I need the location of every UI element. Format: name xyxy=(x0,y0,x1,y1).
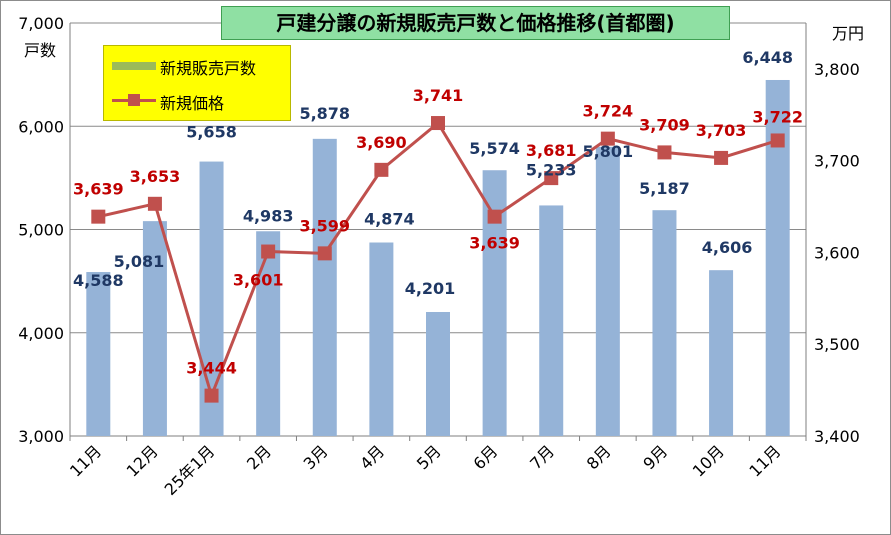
x-tick-label-9: 8月 xyxy=(583,441,615,473)
legend: 新規販売戸数 新規価格 xyxy=(103,45,291,121)
y-left-tick-label-2: 5,000 xyxy=(18,221,64,240)
bar-data-label-6: 4,201 xyxy=(405,279,456,298)
y-left-tick-label-0: 3,000 xyxy=(18,427,64,446)
bar-data-label-2: 5,658 xyxy=(186,123,237,142)
x-tick-label-1: 12月 xyxy=(123,441,162,480)
price-marker-11 xyxy=(714,150,729,165)
x-tick-label-2: 25年1月 xyxy=(161,441,219,499)
x-tick-label-4: 3月 xyxy=(300,441,332,473)
bar-4 xyxy=(312,138,337,436)
line-data-label-3: 3,601 xyxy=(233,271,284,290)
bar-data-label-1: 5,081 xyxy=(114,252,165,271)
line-data-label-12: 3,722 xyxy=(752,107,803,126)
x-tick-label-8: 7月 xyxy=(526,441,558,473)
x-tick-label-11: 10月 xyxy=(689,441,728,480)
legend-line-marker xyxy=(128,94,140,106)
bar-data-label-9: 5,801 xyxy=(583,142,634,161)
price-marker-6 xyxy=(431,116,445,131)
price-marker-5 xyxy=(374,162,389,177)
bar-data-label-8: 5,233 xyxy=(526,160,577,179)
line-data-label-0: 3,639 xyxy=(73,180,124,199)
line-data-label-9: 3,724 xyxy=(583,102,634,121)
bar-data-label-10: 5,187 xyxy=(639,179,690,198)
price-marker-1 xyxy=(147,196,162,211)
y-right-unit-label: 万円 xyxy=(832,24,864,43)
legend-label-line: 新規価格 xyxy=(160,94,225,113)
y-right-tick-label-1: 3,500 xyxy=(814,335,860,354)
bar-8 xyxy=(539,205,564,436)
bar-data-label-12: 6,448 xyxy=(742,48,793,67)
bar-9 xyxy=(595,146,620,436)
y-left-unit-label: 戸数 xyxy=(24,41,56,60)
bar-3 xyxy=(256,231,281,436)
y-left-tick-label-3: 6,000 xyxy=(18,117,64,136)
y-left-tick-label-1: 4,000 xyxy=(18,324,64,343)
price-marker-3 xyxy=(261,244,276,259)
line-data-label-2: 3,444 xyxy=(186,359,237,378)
line-data-label-11: 3,703 xyxy=(696,121,747,140)
legend-label-bars: 新規販売戸数 xyxy=(160,59,257,78)
y-right-tick-label-0: 3,400 xyxy=(814,427,860,446)
y-left-tick-label-4: 7,000 xyxy=(18,14,64,33)
bar-data-label-3: 4,983 xyxy=(243,206,294,225)
bar-5 xyxy=(369,242,394,436)
price-marker-12 xyxy=(770,133,785,148)
x-tick-label-3: 2月 xyxy=(243,441,275,473)
bar-data-label-5: 4,874 xyxy=(364,210,415,229)
bar-10 xyxy=(652,210,677,436)
x-tick-label-7: 6月 xyxy=(469,441,501,473)
price-marker-10 xyxy=(657,145,672,160)
x-tick-label-6: 5月 xyxy=(413,441,445,473)
bar-data-label-7: 5,574 xyxy=(469,139,520,158)
x-tick-label-10: 9月 xyxy=(639,441,671,473)
x-tick-label-0: 11月 xyxy=(66,441,105,480)
bar-0 xyxy=(86,272,111,436)
line-data-label-4: 3,599 xyxy=(299,216,350,235)
x-tick-label-5: 4月 xyxy=(356,441,388,473)
bar-12 xyxy=(765,79,790,436)
legend-bar-swatch xyxy=(112,62,156,70)
chart-title: 戸建分譲の新規販売戸数と価格推移(首都圏) xyxy=(221,6,730,40)
y-right-tick-label-4: 3,800 xyxy=(814,60,860,79)
price-marker-2 xyxy=(204,388,219,403)
price-marker-7 xyxy=(487,209,502,224)
line-data-label-7: 3,639 xyxy=(469,234,520,253)
line-data-label-6: 3,741 xyxy=(413,86,464,105)
bar-1 xyxy=(142,221,167,436)
line-data-label-10: 3,709 xyxy=(639,115,690,134)
line-data-label-8: 3,681 xyxy=(526,141,577,160)
bar-11 xyxy=(709,270,734,436)
line-data-label-5: 3,690 xyxy=(356,133,407,152)
bar-6 xyxy=(426,311,450,436)
y-right-tick-label-3: 3,700 xyxy=(814,152,860,171)
bar-data-label-4: 5,878 xyxy=(299,104,350,123)
price-marker-9 xyxy=(600,131,615,146)
y-right-tick-label-2: 3,600 xyxy=(814,243,860,262)
price-marker-0 xyxy=(91,209,106,224)
line-data-label-1: 3,653 xyxy=(130,167,181,186)
bar-data-label-11: 4,606 xyxy=(702,238,753,257)
bar-data-label-0: 4,588 xyxy=(73,271,124,290)
price-marker-8 xyxy=(544,171,559,186)
price-marker-4 xyxy=(317,246,332,261)
x-tick-label-12: 11月 xyxy=(745,441,784,480)
